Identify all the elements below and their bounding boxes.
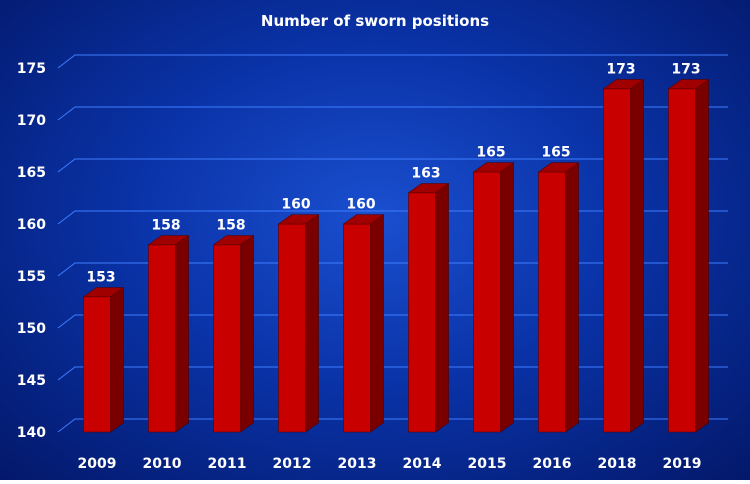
x-tick-label: 2013 <box>338 456 377 472</box>
x-tick-label: 2016 <box>533 456 572 472</box>
x-tick-label: 2015 <box>468 456 507 472</box>
data-label: 153 <box>86 270 115 286</box>
x-tick-label: 2012 <box>273 456 312 472</box>
bar-front <box>603 88 631 433</box>
bars <box>82 78 710 433</box>
bar-top <box>277 214 320 225</box>
y-tick-label: 150 <box>17 321 46 337</box>
bar <box>667 78 710 433</box>
y-tick-label: 175 <box>17 61 46 77</box>
bar-front <box>213 244 241 433</box>
bar-side <box>110 286 124 433</box>
bar-front <box>538 171 566 433</box>
y-tick-label: 145 <box>17 373 46 389</box>
bar <box>147 234 190 433</box>
data-label: 165 <box>541 145 570 161</box>
y-tick-label: 160 <box>17 217 46 233</box>
bar-side <box>565 162 579 433</box>
data-label: 173 <box>606 62 635 78</box>
y-tick-label: 170 <box>17 113 46 129</box>
bar-side <box>305 214 319 433</box>
bar-top <box>537 162 580 173</box>
gridline <box>57 54 728 69</box>
bar-side <box>500 162 514 433</box>
bar-front <box>668 88 696 433</box>
bar <box>342 214 385 433</box>
data-label: 158 <box>151 218 180 234</box>
bar-top <box>602 79 645 90</box>
x-axis: 2009 2010 2011 2012 2013 2014 2015 2016 2018 2019 <box>78 456 702 472</box>
bar <box>537 162 580 433</box>
gridlines <box>57 54 728 433</box>
bar <box>212 234 255 433</box>
bar-top <box>147 235 190 246</box>
x-tick-label: 2011 <box>208 456 247 472</box>
data-labels: 153 158 158 160 160 163 165 165 173 173 <box>86 62 700 286</box>
x-tick-label: 2018 <box>598 456 637 472</box>
bar-top <box>667 79 710 90</box>
y-tick-label: 155 <box>17 269 46 285</box>
bar-side <box>435 182 449 433</box>
bar-top <box>82 287 125 298</box>
bar-front <box>83 296 111 433</box>
bar <box>407 182 450 433</box>
bar-top <box>407 183 450 194</box>
y-tick-label: 165 <box>17 165 46 181</box>
bar-top <box>342 214 385 225</box>
bar <box>602 78 645 433</box>
bar-front <box>278 223 306 433</box>
data-label: 158 <box>216 218 245 234</box>
data-label: 160 <box>346 197 375 213</box>
bar-side <box>630 78 644 433</box>
y-tick-label: 140 <box>17 425 46 441</box>
bar-top <box>212 235 255 246</box>
gridline <box>57 158 728 173</box>
bar <box>472 162 515 433</box>
bar <box>82 286 125 433</box>
bar-top <box>472 162 515 173</box>
chart-title: Number of sworn positions <box>261 12 489 30</box>
data-label: 163 <box>411 166 440 182</box>
gridline <box>57 106 728 121</box>
data-label: 173 <box>671 62 700 78</box>
bar-side <box>370 214 384 433</box>
bar-front <box>148 244 176 433</box>
bar-front <box>473 171 501 433</box>
data-label: 160 <box>281 197 310 213</box>
bar-side <box>240 234 254 433</box>
bar <box>277 214 320 433</box>
bar-front <box>343 223 371 433</box>
x-tick-label: 2014 <box>403 456 442 472</box>
data-label: 165 <box>476 145 505 161</box>
y-axis: 140 145 150 155 160 165 170 175 <box>17 61 46 441</box>
bar-front <box>408 192 436 433</box>
x-tick-label: 2010 <box>143 456 182 472</box>
bar-side <box>175 234 189 433</box>
x-tick-label: 2009 <box>78 456 117 472</box>
x-tick-label: 2019 <box>663 456 702 472</box>
bar-side <box>695 78 709 433</box>
